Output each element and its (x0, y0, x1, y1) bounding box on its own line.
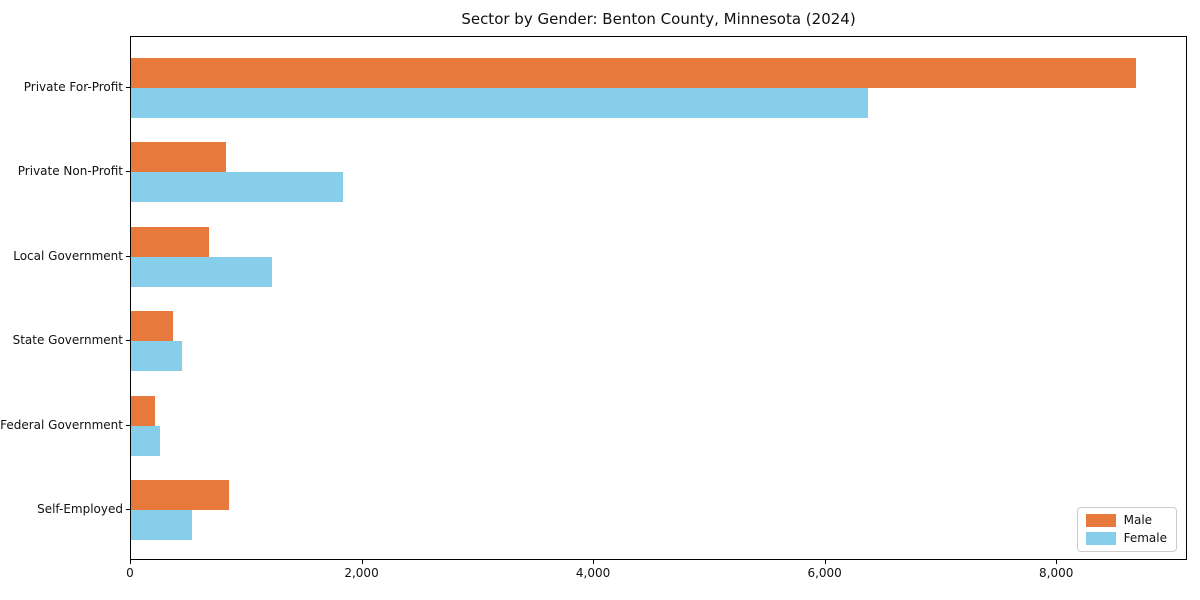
x-tick-label: 4,000 (575, 566, 611, 580)
bar-male-1 (131, 58, 1137, 88)
y-tick-mark (126, 509, 130, 510)
bar-female-1 (131, 88, 869, 118)
bar-male-2 (131, 142, 226, 173)
legend-entry-male: Male (1085, 513, 1167, 527)
bar-male-4 (131, 311, 173, 342)
y-tick-mark (126, 255, 130, 257)
category-label: Private Non-Profit (17, 164, 123, 179)
category-label: Private For-Profit (23, 80, 123, 94)
bar-male-6 (131, 480, 230, 510)
legend-label: Male (1123, 513, 1153, 527)
x-tick-label: 6,000 (807, 566, 842, 580)
bar-female-4 (131, 341, 182, 372)
legend-label: Female (1123, 531, 1167, 545)
x-tick-mark (361, 560, 363, 564)
x-tick-mark (824, 560, 826, 564)
y-tick-mark (126, 340, 130, 342)
x-tick-mark (1056, 560, 1058, 564)
bar-female-5 (131, 425, 160, 456)
legend-swatch-male (1085, 514, 1116, 527)
legend-entry-female: Female (1085, 531, 1167, 545)
y-tick-mark (126, 171, 130, 173)
bar-female-2 (131, 172, 343, 203)
legend-swatch-female (1085, 532, 1116, 545)
x-tick-label: 0 (126, 566, 134, 580)
x-tick-label: 2,000 (344, 566, 379, 580)
y-tick-mark (126, 87, 130, 88)
bar-male-3 (131, 226, 209, 257)
bar-female-3 (131, 256, 272, 287)
x-tick-mark (130, 560, 131, 564)
bar-female-6 (131, 510, 193, 540)
category-label: Federal Government (0, 417, 123, 432)
bar-male-5 (131, 395, 155, 426)
legend: Male Female (1076, 507, 1177, 552)
x-tick-mark (593, 560, 595, 564)
y-tick-mark (126, 424, 130, 426)
category-label: State Government (12, 333, 123, 348)
x-tick-label: 8,000 (1038, 566, 1074, 580)
chart-title: Sector by Gender: Benton County, Minneso… (461, 10, 856, 28)
category-label: Local Government (13, 248, 123, 263)
category-label: Self-Employed (37, 502, 123, 516)
plot-area: Male Female (130, 36, 1187, 560)
